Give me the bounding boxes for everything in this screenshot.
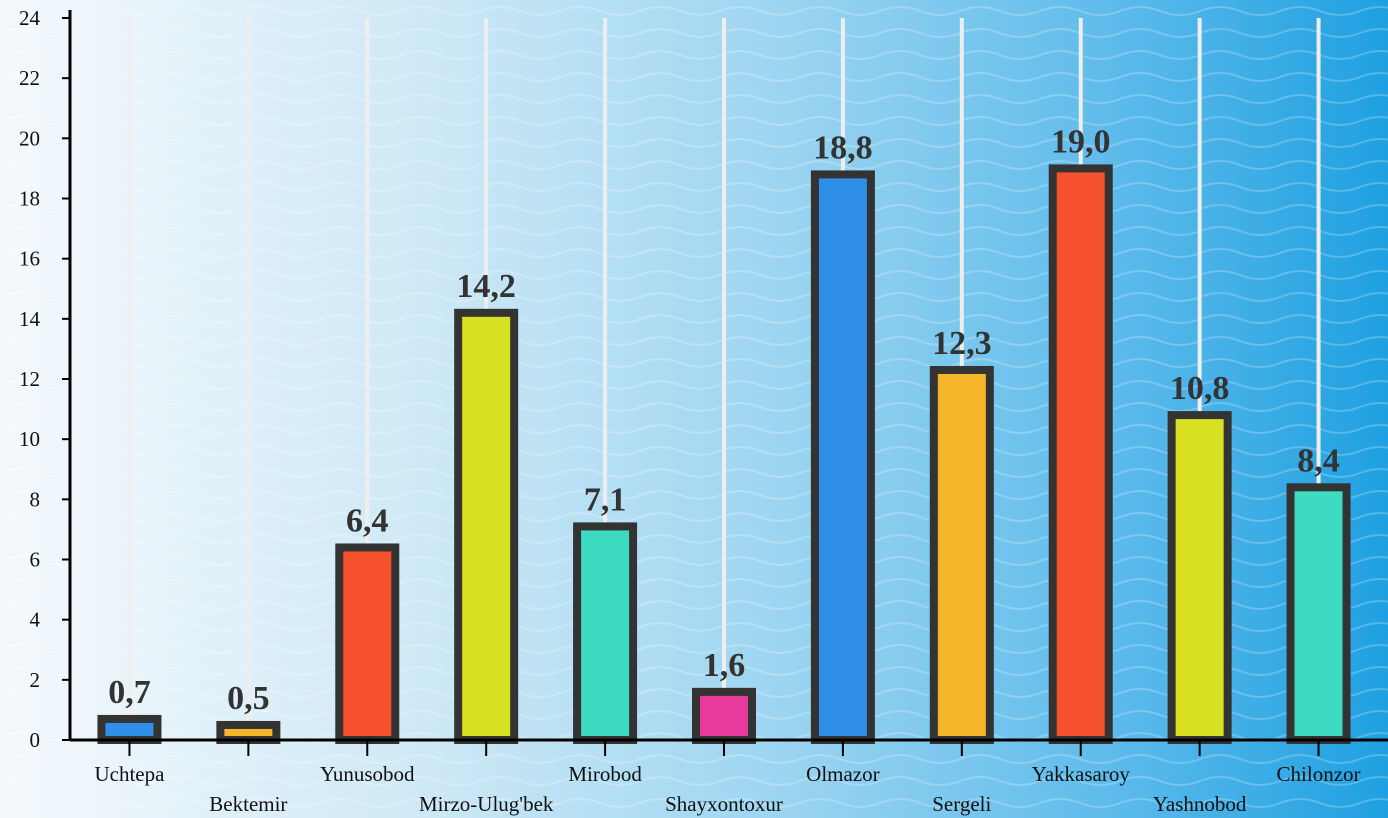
y-tick-label: 0 bbox=[30, 728, 41, 752]
data-label: 10,8 bbox=[1170, 370, 1230, 407]
bar bbox=[216, 720, 281, 744]
data-label: 7,1 bbox=[584, 481, 627, 518]
bar bbox=[1167, 411, 1232, 744]
x-tick-label: Bektemir bbox=[209, 792, 287, 816]
x-tick-label: Uchtepa bbox=[94, 762, 165, 786]
y-tick-label: 24 bbox=[19, 6, 41, 30]
bars bbox=[97, 164, 1351, 745]
data-label: 1,6 bbox=[703, 647, 746, 684]
bar bbox=[810, 170, 875, 744]
bar bbox=[97, 714, 162, 744]
y-tick-label: 22 bbox=[19, 66, 40, 90]
bar bbox=[573, 522, 638, 744]
data-label: 8,4 bbox=[1297, 442, 1340, 479]
bar bbox=[929, 365, 994, 744]
y-tick-label: 20 bbox=[19, 126, 40, 150]
data-label: 19,0 bbox=[1051, 123, 1111, 160]
x-tick-label: Yashnobod bbox=[1153, 792, 1247, 816]
y-tick-label: 2 bbox=[30, 668, 41, 692]
bar bbox=[692, 687, 756, 744]
y-tick-label: 10 bbox=[19, 427, 40, 451]
y-tick-label: 16 bbox=[19, 247, 40, 271]
y-tick-label: 14 bbox=[19, 307, 41, 331]
y-tick-label: 12 bbox=[19, 367, 40, 391]
y-tick-label: 4 bbox=[30, 608, 41, 632]
data-label: 14,2 bbox=[456, 268, 516, 305]
x-tick-label: Olmazor bbox=[806, 762, 879, 786]
x-tick-label: Yakkasaroy bbox=[1032, 762, 1131, 786]
bar bbox=[1286, 483, 1351, 744]
x-tick-label: Mirobod bbox=[568, 762, 642, 786]
y-tick-label: 6 bbox=[30, 548, 41, 572]
x-tick-label: Shayxontoxur bbox=[665, 792, 783, 816]
data-label: 18,8 bbox=[813, 129, 873, 166]
bar bbox=[454, 308, 519, 744]
x-tick-label: Sergeli bbox=[932, 792, 991, 816]
axes bbox=[68, 10, 1388, 742]
data-label: 0,7 bbox=[108, 674, 151, 711]
value-labels: 0,7 0,5 6,4 14,2 7,1 1,6 18,8 12,3 19,0 10,8 8,4 bbox=[108, 123, 1340, 717]
data-label: 12,3 bbox=[932, 325, 992, 362]
y-tick-label: 8 bbox=[30, 487, 41, 511]
y-tick-label: 18 bbox=[19, 187, 40, 211]
x-tick-label: Chilonzor bbox=[1277, 762, 1361, 786]
x-tick-label: Mirzo-Ulug'bek bbox=[419, 792, 554, 816]
bar bbox=[335, 543, 400, 745]
bar bbox=[1048, 164, 1113, 744]
x-tick-label: Yunusobod bbox=[320, 762, 415, 786]
data-label: 0,5 bbox=[227, 680, 270, 717]
data-label: 6,4 bbox=[346, 502, 389, 539]
